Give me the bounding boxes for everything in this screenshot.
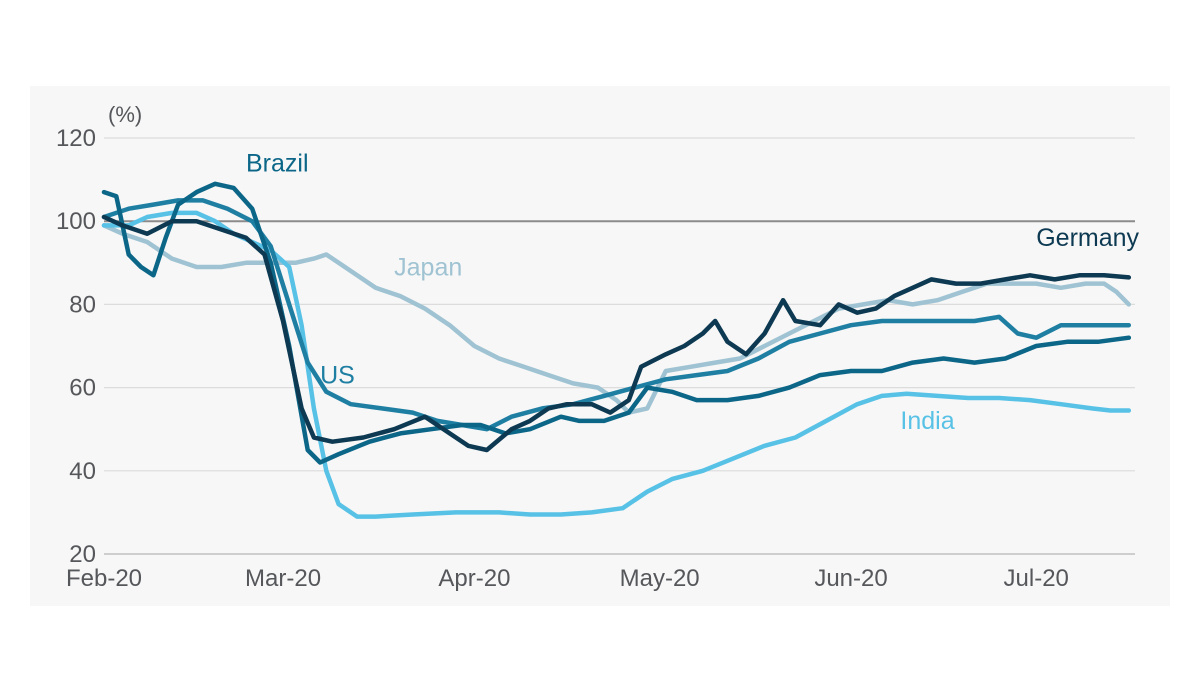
axes: (%) 20 40 60 80 100 120 Feb-20 Mar-20 Apr-20 May-… [56, 102, 1135, 592]
x-tick-label: Feb-20 [66, 565, 142, 592]
series-label-brazil: Brazil [246, 149, 309, 177]
y-tick-label: 100 [56, 208, 96, 235]
x-tick-label: Jun-20 [814, 565, 887, 592]
gridlines [104, 137, 1135, 555]
y-tick-label: 40 [69, 458, 96, 485]
series-label-india: India [900, 407, 954, 435]
x-tick-label: Apr-20 [438, 565, 510, 592]
series-label-germany: Germany [1036, 224, 1139, 252]
plot-background [30, 86, 1170, 606]
series-lines [101, 181, 1132, 519]
y-tick-label: 60 [69, 375, 96, 402]
series-label-japan: Japan [394, 253, 462, 281]
x-tick-label: Jul-20 [1004, 565, 1069, 592]
x-tick-label: Mar-20 [245, 565, 321, 592]
y-tick-label: 80 [69, 291, 96, 318]
series-line-brazil [101, 181, 1132, 465]
series-line-us [101, 198, 1132, 432]
series-line-germany [101, 214, 1132, 453]
y-axis-unit-label: (%) [108, 102, 142, 127]
x-tick-label: May-20 [620, 565, 700, 592]
series-label-us: US [320, 361, 355, 389]
y-tick-label: 120 [56, 125, 96, 152]
y-tick-label: 20 [69, 541, 96, 568]
series-labels: Brazil Japan Germany US India [246, 149, 1140, 435]
